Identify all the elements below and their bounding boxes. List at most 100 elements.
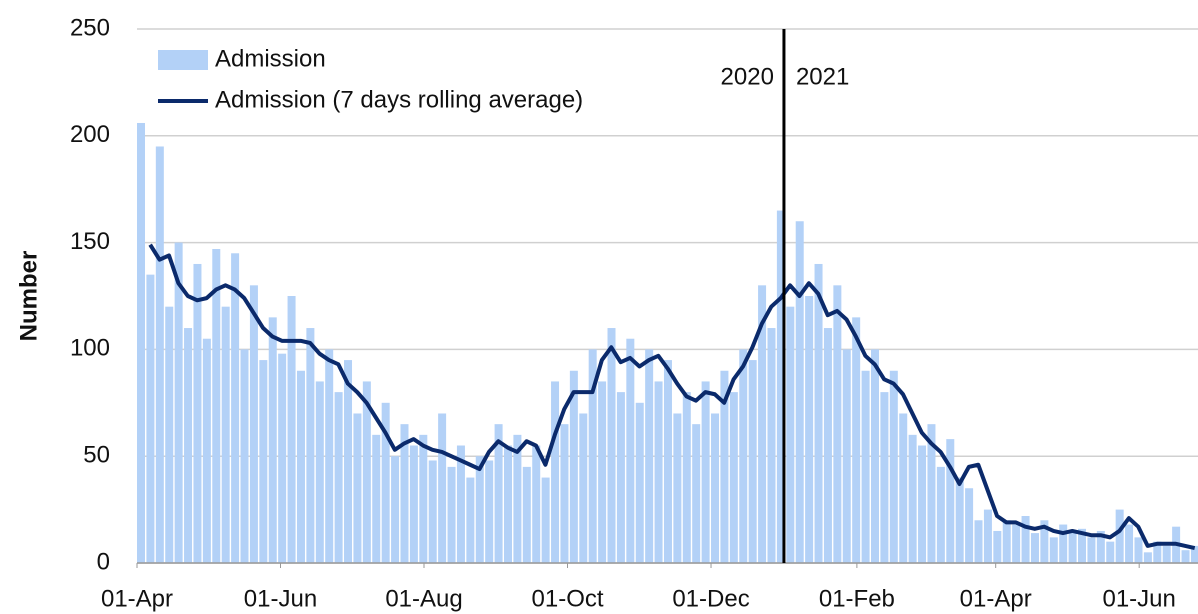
bar — [475, 456, 484, 563]
bar — [551, 381, 560, 563]
bar — [306, 328, 315, 563]
x-tick-label: 01-Apr — [101, 585, 173, 612]
bar — [409, 445, 418, 563]
bar — [598, 381, 607, 563]
x-tick-label: 01-Aug — [385, 585, 462, 612]
y-tick-label: 50 — [83, 442, 110, 469]
bar — [1030, 533, 1039, 563]
x-tick-label: 01-Oct — [532, 585, 604, 612]
bar — [1059, 524, 1068, 563]
y-tick-label: 150 — [70, 228, 110, 255]
bar — [795, 221, 804, 564]
bar — [1153, 541, 1162, 563]
annotation: 2020 — [721, 63, 774, 90]
bar — [1021, 516, 1030, 563]
bar — [899, 413, 908, 563]
bar — [645, 349, 654, 563]
y-axis-label: Number — [15, 251, 42, 342]
bar — [833, 285, 842, 563]
x-tick-label: 01-Jun — [1102, 585, 1175, 612]
bar — [635, 402, 644, 563]
bar — [221, 306, 230, 563]
bar — [137, 122, 145, 563]
bar — [1181, 550, 1190, 563]
x-tick-label: 01-Feb — [819, 585, 895, 612]
bar — [569, 370, 578, 563]
bar — [560, 424, 569, 563]
y-tick-label: 100 — [70, 335, 110, 362]
bar — [1162, 545, 1171, 563]
bar — [268, 317, 277, 563]
bar — [249, 285, 258, 563]
bar — [908, 434, 917, 563]
bar — [579, 413, 588, 563]
bar — [927, 424, 936, 563]
bar — [1125, 524, 1134, 563]
bar — [287, 296, 296, 563]
bar — [400, 424, 409, 563]
bar — [456, 445, 465, 563]
bar — [692, 424, 701, 563]
bar — [447, 466, 456, 563]
bar — [965, 488, 974, 563]
bar — [193, 263, 202, 563]
bar — [776, 210, 785, 563]
bar — [334, 392, 343, 563]
bar — [918, 445, 927, 563]
bar — [344, 360, 353, 563]
y-tick-label: 200 — [70, 121, 110, 148]
bar — [541, 477, 550, 563]
bar — [428, 460, 437, 563]
legend-swatch — [158, 50, 208, 70]
bar — [663, 360, 672, 563]
bar — [146, 274, 155, 563]
bar — [654, 381, 663, 563]
bar — [861, 370, 870, 563]
bar — [842, 349, 851, 563]
bar — [532, 445, 541, 563]
bar — [748, 360, 757, 563]
bar — [155, 146, 164, 564]
bar — [1096, 530, 1105, 563]
bar — [381, 402, 390, 563]
bar — [786, 306, 795, 563]
bar — [315, 381, 324, 563]
bar — [616, 392, 625, 563]
legend-label: Admission (7 days rolling average) — [215, 86, 583, 113]
bar — [880, 392, 889, 563]
bar — [184, 328, 193, 563]
bar — [485, 460, 494, 563]
bar — [1002, 520, 1011, 563]
y-tick-label: 0 — [97, 548, 110, 575]
bar — [870, 349, 879, 563]
bar — [852, 317, 861, 563]
bar — [503, 445, 512, 563]
bar — [739, 349, 748, 563]
bar — [805, 296, 814, 563]
bar — [720, 370, 729, 563]
y-tick-label: 250 — [70, 14, 110, 41]
bar — [391, 456, 400, 563]
bar — [240, 349, 249, 563]
bar — [325, 349, 334, 563]
bar — [1040, 520, 1049, 563]
bar — [174, 242, 183, 563]
bar — [758, 285, 767, 563]
bar — [1106, 541, 1115, 563]
bar — [296, 370, 305, 563]
bar — [673, 413, 682, 563]
bar — [729, 392, 738, 563]
bar — [212, 249, 221, 563]
bar — [946, 439, 955, 563]
bar — [607, 328, 616, 563]
bar — [438, 413, 447, 563]
bar — [1115, 509, 1124, 563]
bar — [362, 381, 371, 563]
bar — [974, 520, 983, 563]
bar — [419, 434, 428, 563]
x-tick-label: 01-Dec — [672, 585, 749, 612]
bar — [823, 328, 832, 563]
bar — [701, 381, 710, 563]
bar — [1049, 537, 1058, 563]
